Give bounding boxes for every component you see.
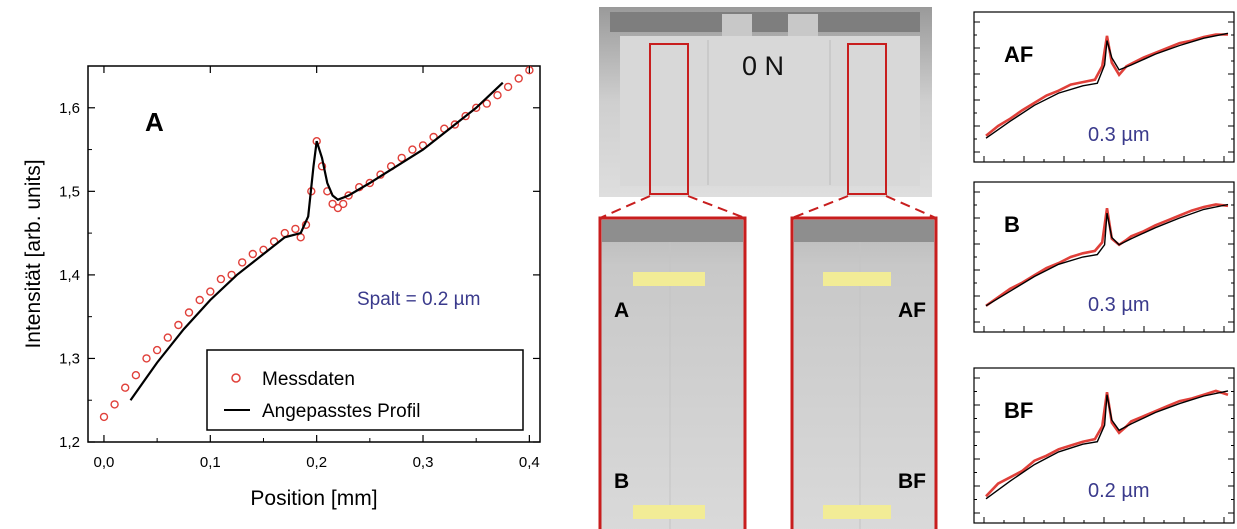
data-point <box>248 249 258 259</box>
gap-annotation: Spalt = 0.2 µm <box>357 289 480 310</box>
data-point <box>216 274 226 284</box>
data-point <box>174 320 183 330</box>
legend-box <box>206 349 524 431</box>
data-point <box>450 120 460 129</box>
marker-bar-top <box>823 272 891 286</box>
data-point <box>339 199 348 209</box>
data-point <box>184 308 194 317</box>
legend-label-fit: Angepasstes Profil <box>262 401 420 422</box>
y-tick-label: 1,2 <box>59 434 80 451</box>
marker-bar-top <box>633 272 705 286</box>
data-point <box>514 74 523 83</box>
y-tick-label: 1,5 <box>59 183 80 200</box>
data-point <box>99 412 109 422</box>
data-point <box>344 191 353 200</box>
x-tick-label: 0,3 <box>413 454 434 471</box>
load-label: 0 N <box>742 51 784 81</box>
legend-label-measured: Messdaten <box>262 369 355 390</box>
crop-label-a: A <box>614 299 629 322</box>
data-point <box>237 258 247 267</box>
y-tick-label: 1,4 <box>59 267 80 284</box>
y-tick-label: 1,3 <box>59 350 80 367</box>
mini-frame <box>973 181 1235 333</box>
data-point <box>333 203 343 213</box>
data-point <box>472 103 481 113</box>
data-point <box>131 371 141 380</box>
data-point <box>328 199 337 209</box>
mini-annotation: 0.2 µm <box>1088 480 1150 502</box>
mini-chart-b: B 0.3 µm <box>973 181 1235 333</box>
crop-label-af: AF <box>898 299 926 322</box>
mini-panel-label: B <box>1004 212 1020 237</box>
crop-label-bf: BF <box>898 470 926 493</box>
mini-panel-label: BF <box>1004 398 1033 423</box>
zoom-connector-lines <box>599 195 937 219</box>
main-chart: 0,0 0,1 0,2 0,3 0,4 1,2 1,3 1,4 1,5 1,6 A Spalt =… <box>22 65 541 510</box>
mini-fit-line <box>985 390 1229 500</box>
x-tick-label: 0,0 <box>94 454 115 471</box>
data-point <box>152 345 162 355</box>
panel-label: A <box>145 107 164 137</box>
mini-annotation: 0.3 µm <box>1088 124 1150 146</box>
mini-fit-line <box>985 203 1229 307</box>
mini-chart-af: AF 0.3 µm <box>973 11 1235 163</box>
data-point <box>110 400 119 409</box>
marker-bar-bottom <box>823 505 891 519</box>
y-tick-label: 1,6 <box>59 100 80 117</box>
data-point <box>120 383 130 392</box>
mini-chart-bf: BF 0.2 µm <box>973 367 1235 524</box>
micrograph-panel: 0 N A B AF BF <box>598 7 938 529</box>
data-point <box>142 354 151 363</box>
mini-frame <box>973 11 1235 163</box>
legend: Messdaten Angepasstes Profil <box>206 349 524 431</box>
data-point <box>365 178 374 188</box>
crop-label-b: B <box>614 470 629 493</box>
data-point <box>163 333 173 342</box>
highlight-box-right <box>847 43 887 195</box>
overview-micrograph: 0 N <box>599 7 932 197</box>
legend-marker-icon <box>231 373 241 383</box>
data-point <box>493 90 502 100</box>
mini-fit-line <box>985 32 1229 139</box>
crop-left: A B <box>598 216 747 529</box>
data-point <box>482 99 491 108</box>
data-point <box>195 295 204 305</box>
crop-right: AF BF <box>790 216 938 529</box>
x-axis-label: Position [mm] <box>250 487 377 510</box>
x-tick-label: 0,2 <box>306 454 327 471</box>
highlight-box-left <box>649 43 689 195</box>
data-point <box>503 82 513 92</box>
x-tick-label: 0,4 <box>519 454 540 471</box>
fit-line <box>129 81 504 401</box>
mini-panel-label: AF <box>1004 42 1033 67</box>
data-point <box>461 111 470 121</box>
side-charts: AF 0.3 µm B 0.3 µm BF 0.2 µm <box>973 11 1235 524</box>
data-point <box>408 145 417 154</box>
data-point <box>206 287 215 296</box>
marker-bar-bottom <box>633 505 705 519</box>
data-point <box>397 153 406 163</box>
mini-annotation: 0.3 µm <box>1088 294 1150 316</box>
x-tick-label: 0,1 <box>200 454 221 471</box>
data-point <box>291 224 300 234</box>
y-axis-label: Intensität [arb. units] <box>22 159 45 348</box>
mini-frame <box>973 367 1235 524</box>
